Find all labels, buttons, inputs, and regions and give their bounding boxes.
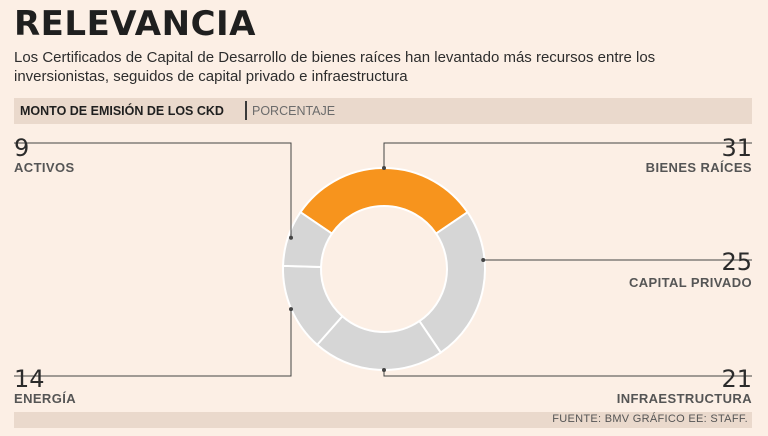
leader-line-bienes-raices	[383, 142, 752, 168]
category-label-capital-privado: CAPITAL PRIVADO	[628, 275, 752, 290]
category-label-energia: ENERGÍA	[14, 391, 77, 406]
value-label-bienes-raices: 31	[721, 134, 752, 162]
leader-dot-capital-privado	[481, 258, 486, 262]
value-label-activos: 9	[14, 134, 30, 162]
donut-slice-capital-privado	[418, 210, 486, 354]
leader-line-energia	[14, 309, 292, 377]
leader-line-infraestructura	[383, 370, 752, 377]
leader-line-activos	[14, 142, 292, 238]
category-label-bienes-raices: BIENES RAÍCES	[645, 160, 752, 175]
donut-slice-activos	[282, 210, 334, 269]
donut-slice-bienes-raices	[299, 167, 469, 235]
header-separator	[245, 101, 247, 120]
leader-dot-bienes-raices	[382, 166, 386, 170]
leader-dot-energia	[289, 307, 293, 312]
leader-dot-infraestructura	[382, 368, 386, 372]
source-band: FUENTE: BMV GRÁFICO EE: STAFF.	[14, 412, 752, 428]
chart-header-band: MONTO DE EMISIÓN DE LOS CKD PORCENTAJE	[14, 98, 752, 124]
category-label-infraestructura: INFRAESTRUCTURA	[616, 391, 752, 406]
value-label-infraestructura: 21	[721, 365, 752, 393]
leader-dot-activos	[289, 235, 293, 240]
chart-subtitle: Los Certificados de Capital de Desarroll…	[14, 49, 656, 85]
value-label-capital-privado: 25	[721, 248, 752, 276]
chart-header-title: MONTO DE EMISIÓN DE LOS CKD	[20, 104, 224, 118]
chart-title: RELEVANCIA	[14, 4, 256, 44]
source-note: FUENTE: BMV GRÁFICO EE: STAFF.	[552, 413, 748, 425]
category-label-activos: ACTIVOS	[14, 160, 75, 175]
value-label-energia: 14	[14, 365, 45, 393]
chart-header-unit: PORCENTAJE	[252, 104, 336, 118]
